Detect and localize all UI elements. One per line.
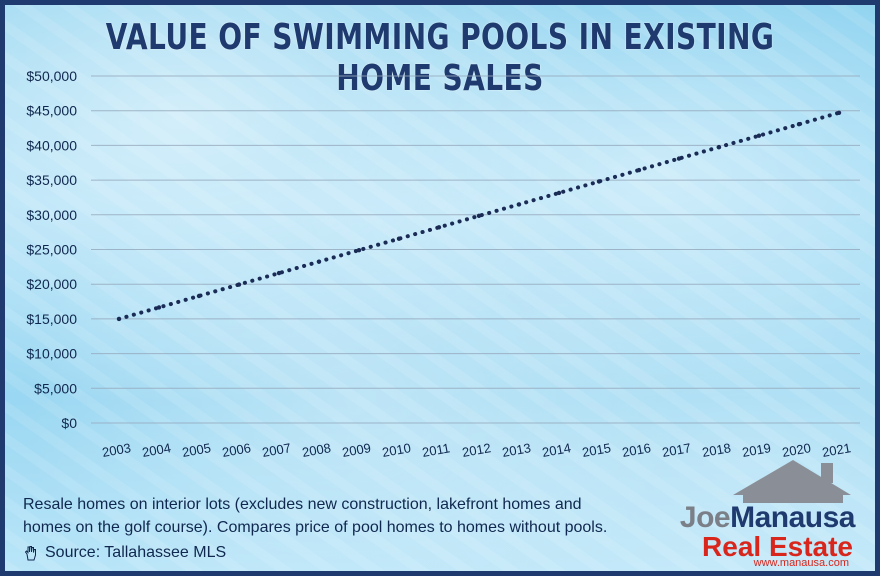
line-chart: $0 $5,000 $10,000 $15,000 $20,000 $25,000 $30,… — [26, 68, 860, 460]
chart-title: VALUE OF SWIMMING POOLS IN EXISTING HOME… — [105, 17, 775, 99]
data-point — [156, 305, 162, 310]
caption-line-2: homes on the golf course). Compares pric… — [23, 519, 608, 536]
x-tick-label: 2018 — [701, 440, 732, 460]
x-tick-label: 2013 — [501, 440, 532, 460]
data-point — [356, 247, 362, 253]
x-tick-label: 2009 — [341, 440, 372, 460]
data-point — [116, 316, 122, 322]
x-tick-label: 2007 — [261, 440, 292, 460]
x-tick-label: 2011 — [421, 440, 451, 460]
x-tick-label: 2005 — [181, 440, 212, 460]
y-tick-label: $35,000 — [26, 172, 77, 188]
y-tick-label: $40,000 — [26, 137, 77, 153]
data-point — [756, 133, 762, 138]
data-point — [796, 122, 802, 127]
x-tick-label: 2015 — [581, 440, 612, 460]
data-point — [476, 213, 482, 219]
y-tick-label: $15,000 — [26, 311, 77, 327]
x-tick-label: 2004 — [141, 440, 172, 460]
caption-line-1: Resale homes on interior lots (excludes … — [23, 496, 582, 513]
data-point — [836, 110, 842, 115]
data-point — [196, 293, 202, 299]
house-roof-icon — [733, 460, 851, 503]
data-point — [596, 179, 602, 184]
y-tick-label: $25,000 — [26, 242, 77, 258]
logo-name: JoeManausa — [679, 501, 856, 534]
data-point — [276, 270, 282, 276]
data-point — [396, 236, 402, 241]
x-tick-label: 2021 — [821, 440, 852, 460]
company-logo: JoeManausa Real Estate www.manausa.com — [673, 455, 863, 570]
x-tick-label: 2010 — [381, 440, 412, 460]
x-tick-label: 2003 — [101, 440, 132, 460]
data-point — [716, 144, 722, 150]
x-tick-label: 2020 — [781, 440, 812, 460]
x-tick-label: 2008 — [301, 440, 332, 460]
x-tick-label: 2016 — [621, 440, 652, 460]
source-line: Source: Tallahassee MLS — [23, 541, 663, 564]
x-tick-label: 2014 — [541, 440, 572, 460]
data-point — [436, 225, 442, 230]
chart-caption: Resale homes on interior lots (excludes … — [23, 493, 663, 564]
source-text: Source: Tallahassee MLS — [45, 544, 227, 561]
pool-water-background — [5, 5, 875, 571]
data-point — [676, 156, 682, 161]
data-point — [516, 202, 522, 207]
y-tick-label: $20,000 — [26, 276, 77, 292]
data-point — [316, 259, 322, 264]
y-tick-label: $50,000 — [26, 68, 77, 84]
data-point — [556, 190, 562, 196]
x-tick-label: 2019 — [741, 440, 772, 460]
data-point — [236, 282, 242, 287]
hand-pointer-icon — [24, 545, 36, 560]
y-tick-label: $45,000 — [26, 103, 77, 119]
logo-url: www.manausa.com — [753, 557, 849, 569]
x-tick-label: 2006 — [221, 440, 252, 460]
y-tick-label: $5,000 — [34, 380, 77, 396]
y-tick-label: $30,000 — [26, 207, 77, 223]
logo-subtitle: Real Estate — [702, 531, 853, 562]
y-tick-label: $0 — [61, 415, 77, 431]
x-tick-label: 2017 — [661, 440, 692, 460]
y-tick-label: $10,000 — [26, 346, 77, 362]
data-point — [636, 167, 642, 173]
x-tick-label: 2012 — [461, 440, 492, 460]
